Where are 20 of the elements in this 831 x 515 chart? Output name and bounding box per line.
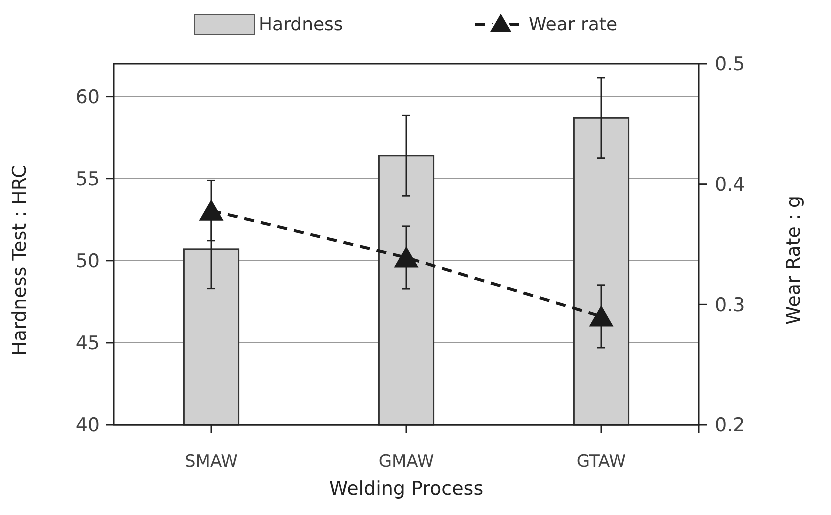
point (589, 306, 614, 327)
y2-tick-label: 0.5 (715, 54, 746, 76)
x-tick-label: GTAW (576, 452, 626, 472)
y2-tick-label: 0.4 (715, 174, 746, 196)
legend-label: Hardness (259, 14, 344, 36)
y-axis-title: Hardness Test : HRC (9, 165, 31, 356)
x-tick-label: GMAW (378, 452, 434, 472)
point (199, 200, 224, 221)
y-tick-label: 50 (76, 250, 100, 273)
y-tick-label: 40 (76, 414, 100, 437)
y2-axis-title: Wear Rate : g (783, 196, 805, 325)
y2-tick-label: 0.3 (715, 294, 746, 316)
y2-tick-label: 0.2 (715, 414, 746, 437)
y-tick-label: 45 (76, 332, 100, 355)
y-tick-label: 60 (76, 86, 100, 108)
x-tick-label: SMAW (185, 452, 238, 472)
x-axis-title: Welding Process (329, 478, 484, 500)
legend-label: Wear rate (529, 14, 618, 36)
point (394, 246, 419, 268)
y-tick-label: 55 (76, 168, 100, 191)
